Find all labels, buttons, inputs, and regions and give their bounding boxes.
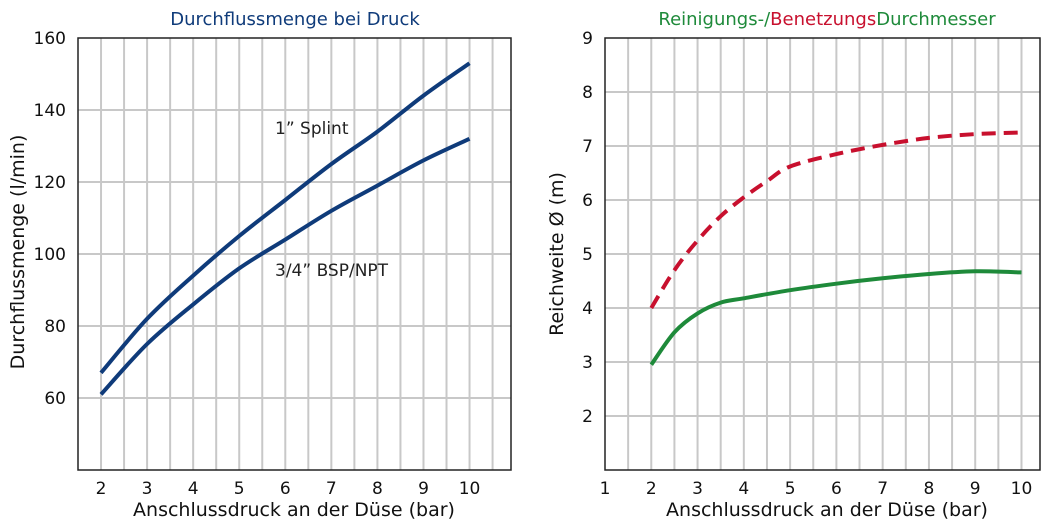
y-tick-label: 5: [582, 245, 593, 265]
x-tick-label: 7: [326, 479, 337, 499]
flow-chart-frame: [77, 37, 512, 471]
diameter-chart-title: Reinigungs-/BenetzungsDurchmesser: [658, 9, 996, 30]
x-tick-label: 4: [188, 479, 199, 499]
diameter-chart-grid: [605, 38, 1040, 470]
diameter-chart-y-ticks: 2 3 4 5 6 7 8 9: [582, 29, 593, 427]
flow-chart-y-ticks: 60 80 100 120 140 160: [34, 29, 66, 409]
y-tick-label: 9: [582, 29, 593, 49]
title-part-wetting: Benetzungs: [770, 9, 876, 30]
y-tick-label: 60: [44, 389, 66, 409]
series-line-wetting-diameter: [649, 130, 1022, 310]
flow-chart-xlabel: Anschlussdruck an der Düse (bar): [133, 499, 455, 521]
x-tick-label: 3: [142, 479, 153, 499]
x-tick-label: 6: [831, 479, 842, 499]
y-tick-label: 120: [34, 173, 66, 193]
diameter-chart-ylabel: Reichweite Ø (m): [546, 172, 568, 336]
x-tick-label: 3: [692, 479, 703, 499]
flow-chart-series: [99, 61, 471, 396]
y-tick-label: 3: [582, 353, 593, 373]
x-tick-label: 2: [646, 479, 657, 499]
x-tick-label: 5: [785, 479, 796, 499]
x-tick-label: 8: [924, 479, 935, 499]
flow-chart-x-ticks: 2 3 4 5 6 7 8 9 10: [96, 479, 481, 499]
series-line-1-inch-splint: [99, 61, 471, 375]
x-tick-label: 1: [600, 479, 611, 499]
flow-chart-ylabel: Durchflussmenge (l/min): [7, 135, 29, 370]
flow-chart: 2 3 4 5 6 7 8 9 10 60 80 100 120 140 160 Durchflussme…: [7, 9, 512, 521]
series-label-3-4-bsp-npt: 3/4” BSP/NPT: [275, 261, 389, 281]
x-tick-label: 10: [459, 479, 481, 499]
x-tick-label: 6: [280, 479, 291, 499]
diameter-chart-frame: [604, 37, 1041, 471]
title-part-diameter: Durchmesser: [876, 9, 996, 30]
series-line-3-4-bsp-npt: [99, 136, 471, 396]
series-label-1-inch-splint: 1” Splint: [275, 119, 349, 139]
y-tick-label: 100: [34, 245, 66, 265]
x-tick-label: 9: [418, 479, 429, 499]
y-tick-label: 8: [582, 83, 593, 103]
x-tick-label: 4: [738, 479, 749, 499]
y-tick-label: 2: [582, 407, 593, 427]
diameter-chart-xlabel: Anschlussdruck an der Düse (bar): [666, 499, 988, 521]
x-tick-label: 2: [96, 479, 107, 499]
diameter-chart-series: [649, 130, 1022, 366]
y-tick-label: 6: [582, 191, 593, 211]
y-tick-label: 160: [34, 29, 66, 49]
flow-chart-grid: [78, 38, 511, 470]
y-tick-label: 140: [34, 101, 66, 121]
y-tick-label: 80: [44, 317, 66, 337]
x-tick-label: 9: [970, 479, 981, 499]
title-part-cleaning: Reinigungs-/: [658, 9, 771, 30]
diameter-chart: 1 2 3 4 5 6 7 8 9 10 2 3 4 5 6 7 8 9 Reinigungs-/Benetzu…: [546, 9, 1041, 521]
flow-chart-title: Durchflussmenge bei Druck: [170, 9, 420, 30]
y-tick-label: 7: [582, 137, 593, 157]
x-tick-label: 8: [372, 479, 383, 499]
series-line-cleaning-diameter: [649, 269, 1022, 366]
diameter-chart-x-ticks: 1 2 3 4 5 6 7 8 9 10: [600, 479, 1033, 499]
x-tick-label: 5: [234, 479, 245, 499]
x-tick-label: 7: [877, 479, 888, 499]
x-tick-label: 10: [1011, 479, 1033, 499]
y-tick-label: 4: [582, 299, 593, 319]
